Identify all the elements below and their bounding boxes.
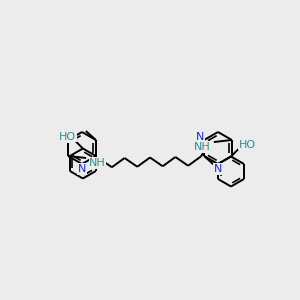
Text: HO: HO <box>59 131 76 142</box>
Text: NH: NH <box>89 158 106 168</box>
Text: N: N <box>78 164 86 174</box>
Text: N: N <box>214 164 222 174</box>
Text: N: N <box>196 133 204 142</box>
Text: NH: NH <box>194 142 211 152</box>
Text: HO: HO <box>238 140 256 149</box>
Text: N: N <box>60 133 68 142</box>
